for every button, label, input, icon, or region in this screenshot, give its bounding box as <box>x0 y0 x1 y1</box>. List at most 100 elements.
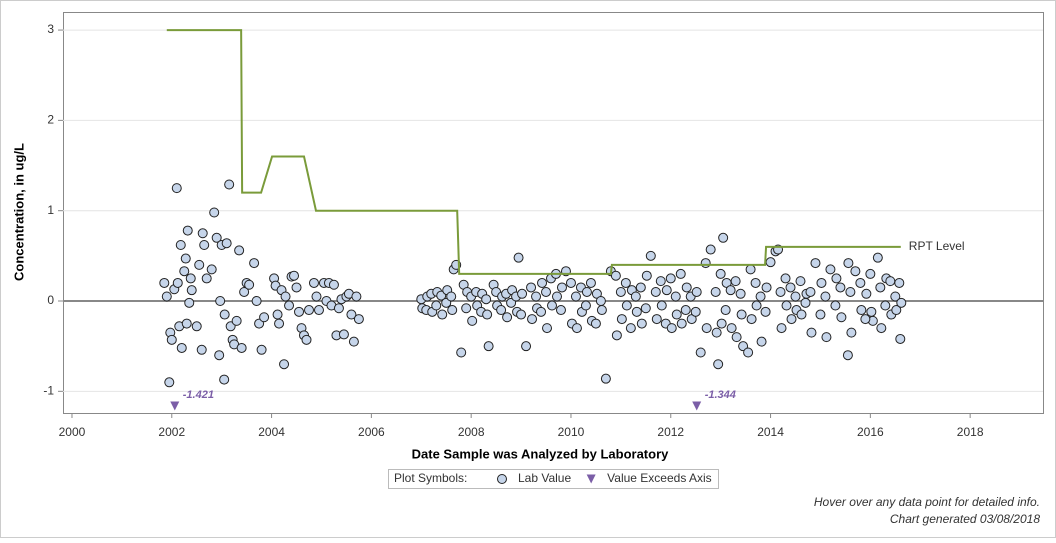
data-point[interactable] <box>680 305 691 316</box>
data-point[interactable] <box>181 318 192 329</box>
data-point[interactable] <box>894 277 905 288</box>
data-point[interactable] <box>675 268 686 279</box>
data-point[interactable] <box>590 318 601 329</box>
data-point[interactable] <box>239 286 250 297</box>
data-point[interactable] <box>180 253 191 264</box>
data-point[interactable] <box>159 277 170 288</box>
data-point[interactable] <box>596 305 607 316</box>
data-point[interactable] <box>437 309 448 320</box>
data-point[interactable] <box>172 277 183 288</box>
data-point[interactable] <box>224 179 235 190</box>
data-point[interactable] <box>640 303 651 314</box>
data-point[interactable] <box>846 327 857 338</box>
data-point[interactable] <box>571 323 582 334</box>
data-point[interactable] <box>176 342 187 353</box>
data-point[interactable] <box>446 291 457 302</box>
data-point[interactable] <box>701 323 712 334</box>
data-point[interactable] <box>718 232 729 243</box>
data-point[interactable] <box>467 315 478 326</box>
data-point[interactable] <box>481 294 492 305</box>
data-point[interactable] <box>547 300 558 311</box>
data-point[interactable] <box>810 258 821 269</box>
data-point[interactable] <box>730 276 741 287</box>
data-point[interactable] <box>785 282 796 293</box>
data-point[interactable] <box>301 334 312 345</box>
data-point[interactable] <box>502 312 513 323</box>
data-point[interactable] <box>595 296 606 307</box>
data-point[interactable] <box>880 300 891 311</box>
data-point[interactable] <box>284 300 295 311</box>
data-point[interactable] <box>234 245 245 256</box>
data-point[interactable] <box>526 282 537 293</box>
data-point[interactable] <box>556 282 567 293</box>
data-point[interactable] <box>842 350 853 361</box>
data-point[interactable] <box>196 344 207 355</box>
data-point[interactable] <box>615 286 626 297</box>
data-point[interactable] <box>761 282 772 293</box>
data-point[interactable] <box>800 297 811 308</box>
data-point[interactable] <box>855 277 866 288</box>
data-point[interactable] <box>175 240 186 251</box>
data-point[interactable] <box>681 282 692 293</box>
data-point[interactable] <box>796 309 807 320</box>
data-point[interactable] <box>650 286 661 297</box>
data-point[interactable] <box>483 341 494 352</box>
data-point[interactable] <box>636 318 647 329</box>
data-point[interactable] <box>720 305 731 316</box>
data-point[interactable] <box>231 315 242 326</box>
data-point[interactable] <box>191 321 202 332</box>
data-point[interactable] <box>805 286 816 297</box>
data-point[interactable] <box>856 305 867 316</box>
data-point[interactable] <box>346 309 357 320</box>
data-point[interactable] <box>291 282 302 293</box>
data-point[interactable] <box>691 286 702 297</box>
data-point[interactable] <box>303 305 314 316</box>
data-point[interactable] <box>447 305 458 316</box>
data-point[interactable] <box>211 232 222 243</box>
data-point[interactable] <box>482 309 493 320</box>
data-point[interactable] <box>256 344 267 355</box>
data-point[interactable] <box>565 277 576 288</box>
data-point[interactable] <box>581 286 592 297</box>
data-point[interactable] <box>274 318 285 329</box>
data-point[interactable] <box>816 277 827 288</box>
data-point[interactable] <box>751 300 762 311</box>
data-point[interactable] <box>580 300 591 311</box>
data-point[interactable] <box>665 273 676 284</box>
data-point[interactable] <box>537 277 548 288</box>
data-point[interactable] <box>726 323 737 334</box>
data-point[interactable] <box>185 273 196 284</box>
data-point[interactable] <box>635 282 646 293</box>
data-point[interactable] <box>251 296 262 307</box>
data-point[interactable] <box>517 288 528 299</box>
data-point[interactable] <box>715 268 726 279</box>
data-point[interactable] <box>166 334 177 345</box>
data-point[interactable] <box>711 327 722 338</box>
data-point[interactable] <box>179 266 190 277</box>
data-point[interactable] <box>861 288 872 299</box>
data-point[interactable] <box>221 238 232 249</box>
data-point[interactable] <box>206 264 217 275</box>
data-point[interactable] <box>328 279 339 290</box>
data-point[interactable] <box>616 314 627 325</box>
data-point[interactable] <box>666 323 677 334</box>
data-point[interactable] <box>890 291 901 302</box>
data-point[interactable] <box>219 374 230 385</box>
data-point[interactable] <box>194 259 205 270</box>
data-point[interactable] <box>820 291 831 302</box>
data-point[interactable] <box>875 282 886 293</box>
data-point[interactable] <box>661 285 672 296</box>
data-point[interactable] <box>676 318 687 329</box>
data-point[interactable] <box>536 306 547 317</box>
data-point[interactable] <box>895 333 906 344</box>
data-point[interactable] <box>570 291 581 302</box>
data-point[interactable] <box>746 314 757 325</box>
data-point[interactable] <box>611 330 622 341</box>
data-point[interactable] <box>164 377 175 388</box>
data-point[interactable] <box>600 373 611 384</box>
data-point[interactable] <box>760 306 771 317</box>
data-point[interactable] <box>620 277 631 288</box>
data-point[interactable] <box>625 323 636 334</box>
data-point[interactable] <box>630 291 641 302</box>
data-point[interactable] <box>244 279 255 290</box>
